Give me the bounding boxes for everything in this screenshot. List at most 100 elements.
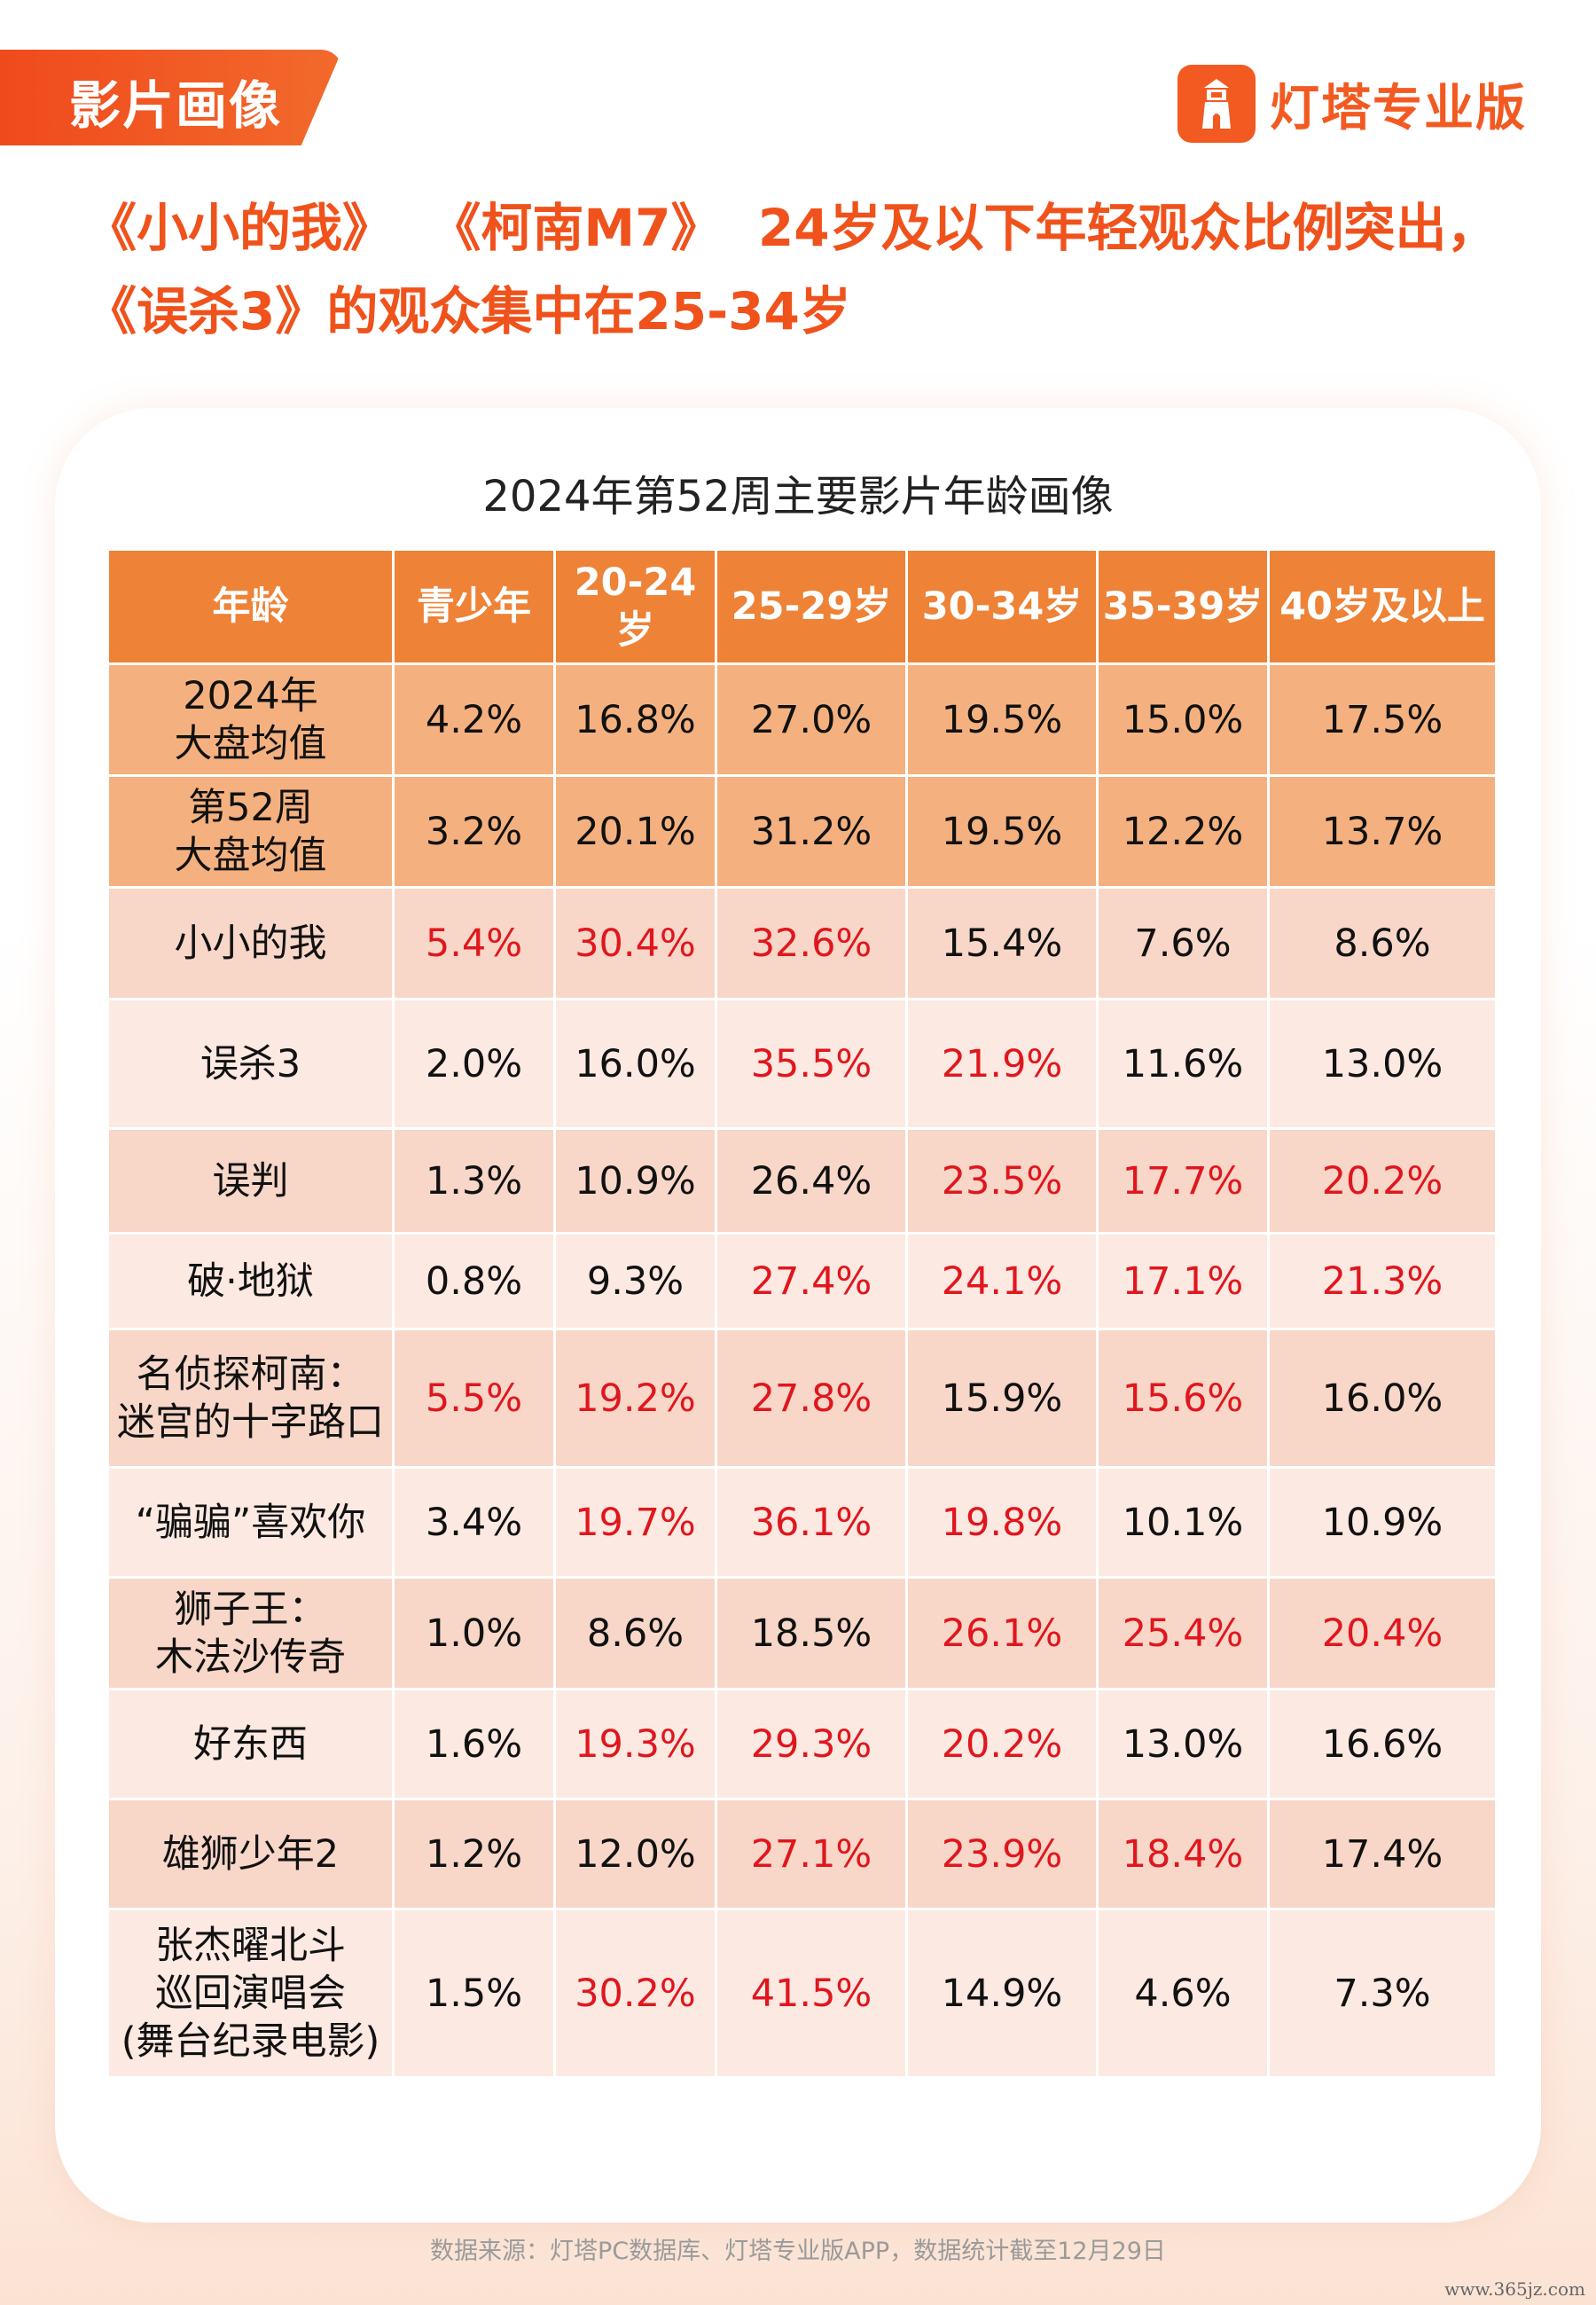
table-cell: 18.5% xyxy=(715,1576,908,1690)
table-cell: 29.3% xyxy=(715,1688,908,1800)
table-cell: 11.6% xyxy=(1096,998,1270,1130)
table-cell: 4.2% xyxy=(392,662,556,777)
table-row: 张杰曜北斗 巡回演唱会 (舞台纪录电影) 1.5% 30.2% 41.5% 14.9% 4… xyxy=(106,1908,1498,2079)
headline-line-1: 《小小的我》 《柯南M7》 24岁及以下年轻观众比例突出， xyxy=(85,198,1498,258)
table-cell: 1.2% xyxy=(392,1798,556,1910)
table-row: 误杀3 2.0% 16.0% 35.5% 21.9% 11.6% 13.0% xyxy=(106,998,1498,1130)
table-cell: 13.7% xyxy=(1267,774,1498,889)
row-label: 小小的我 xyxy=(106,886,395,1000)
table-header-row: 年龄 青少年 20-24岁 25-29岁 30-34岁 35-39岁 40岁及以上 xyxy=(106,548,1498,665)
row-label: 狮子王： 木法沙传奇 xyxy=(106,1576,395,1690)
row-label: 雄狮少年2 xyxy=(106,1798,395,1910)
table-cell: 36.1% xyxy=(715,1466,908,1579)
row-label: 破·地狱 xyxy=(106,1232,395,1330)
column-header: 20-24岁 xyxy=(553,548,717,665)
table-cell: 23.9% xyxy=(905,1798,1099,1910)
brand-name: 灯塔专业版 xyxy=(1270,79,1527,137)
table-row: 名侦探柯南： 迷宫的十字路口 5.5% 19.2% 27.8% 15.9% 15.6% 16… xyxy=(106,1328,1498,1469)
row-label: 张杰曜北斗 巡回演唱会 (舞台纪录电影) xyxy=(106,1908,395,2079)
watermark: www.365jz.com xyxy=(1444,2278,1585,2300)
table-cell: 26.1% xyxy=(905,1576,1099,1690)
section-tag-label: 影片画像 xyxy=(69,75,283,136)
table-cell: 5.4% xyxy=(392,886,556,1000)
row-label: 误杀3 xyxy=(106,998,395,1130)
table-cell: 15.9% xyxy=(905,1328,1099,1469)
table-cell: 1.0% xyxy=(392,1576,556,1690)
table-cell: 19.5% xyxy=(905,662,1099,777)
table-cell: 32.6% xyxy=(715,886,908,1000)
table-cell: 8.6% xyxy=(553,1576,717,1690)
table-cell: 3.4% xyxy=(392,1466,556,1579)
table-cell: 17.5% xyxy=(1267,662,1498,777)
table-cell: 16.8% xyxy=(553,662,717,777)
table-cell: 30.2% xyxy=(553,1908,717,2079)
row-label: 2024年 大盘均值 xyxy=(106,662,395,777)
table-cell: 4.6% xyxy=(1096,1908,1270,2079)
table-cell: 12.2% xyxy=(1096,774,1270,889)
table-cell: 26.4% xyxy=(715,1127,908,1235)
table-cell: 30.4% xyxy=(553,886,717,1000)
table-cell: 19.2% xyxy=(553,1328,717,1469)
table-cell: 14.9% xyxy=(905,1908,1099,2079)
table-row: 2024年 大盘均值 4.2% 16.8% 27.0% 19.5% 15.0% 17.5% xyxy=(106,662,1498,777)
table-row: 好东西 1.6% 19.3% 29.3% 20.2% 13.0% 16.6% xyxy=(106,1688,1498,1800)
table-cell: 17.7% xyxy=(1096,1127,1270,1235)
table-cell: 1.3% xyxy=(392,1127,556,1235)
table-cell: 20.2% xyxy=(905,1688,1099,1800)
table-cell: 1.5% xyxy=(392,1908,556,2079)
table-cell: 7.3% xyxy=(1267,1908,1498,2079)
table-row: 误判 1.3% 10.9% 26.4% 23.5% 17.7% 20.2% xyxy=(106,1127,1498,1235)
table-cell: 24.1% xyxy=(905,1232,1099,1330)
row-label: 好东西 xyxy=(106,1688,395,1800)
brand: 灯塔专业版 xyxy=(1177,64,1527,144)
lighthouse-icon xyxy=(1177,65,1256,143)
table-cell: 17.4% xyxy=(1267,1798,1498,1910)
table-cell: 7.6% xyxy=(1096,886,1270,1000)
table-cell: 10.9% xyxy=(1267,1466,1498,1579)
table-cell: 17.1% xyxy=(1096,1232,1270,1330)
table-cell: 1.6% xyxy=(392,1688,556,1800)
table-cell: 18.4% xyxy=(1096,1798,1270,1910)
table-cell: 27.4% xyxy=(715,1232,908,1330)
column-header: 30-34岁 xyxy=(905,548,1099,665)
table-cell: 19.8% xyxy=(905,1466,1099,1579)
column-header: 年龄 xyxy=(106,548,395,665)
table-cell: 23.5% xyxy=(905,1127,1099,1235)
table-row: 狮子王： 木法沙传奇 1.0% 8.6% 18.5% 26.1% 25.4% 20.4% xyxy=(106,1576,1498,1690)
table-cell: 27.8% xyxy=(715,1328,908,1469)
table-cell: 16.6% xyxy=(1267,1688,1498,1800)
table-cell: 10.9% xyxy=(553,1127,717,1235)
table-cell: 20.2% xyxy=(1267,1127,1498,1235)
table-cell: 20.4% xyxy=(1267,1576,1498,1690)
table-cell: 3.2% xyxy=(392,774,556,889)
table-cell: 35.5% xyxy=(715,998,908,1130)
table-cell: 21.3% xyxy=(1267,1232,1498,1330)
table-cell: 10.1% xyxy=(1096,1466,1270,1579)
table-cell: 8.6% xyxy=(1267,886,1498,1000)
row-label: 误判 xyxy=(106,1127,395,1235)
section-tag: 影片画像 xyxy=(0,50,342,145)
table-cell: 15.6% xyxy=(1096,1328,1270,1469)
data-source-note: 数据来源：灯塔PC数据库、灯塔专业版APP，数据统计截至12月29日 xyxy=(430,2238,1166,2265)
table-cell: 19.3% xyxy=(553,1688,717,1800)
table-cell: 25.4% xyxy=(1096,1576,1270,1690)
column-header: 25-29岁 xyxy=(715,548,908,665)
table-cell: 19.5% xyxy=(905,774,1099,889)
table-title: 2024年第52周主要影片年龄画像 xyxy=(482,472,1114,521)
table-cell: 15.0% xyxy=(1096,662,1270,777)
table-cell: 9.3% xyxy=(553,1232,717,1330)
column-header: 青少年 xyxy=(392,548,556,665)
table-cell: 16.0% xyxy=(553,998,717,1130)
table-cell: 41.5% xyxy=(715,1908,908,2079)
table-row: 雄狮少年2 1.2% 12.0% 27.1% 23.9% 18.4% 17.4% xyxy=(106,1798,1498,1910)
table-cell: 15.4% xyxy=(905,886,1099,1000)
table-row: 破·地狱 0.8% 9.3% 27.4% 24.1% 17.1% 21.3% xyxy=(106,1232,1498,1330)
table-cell: 2.0% xyxy=(392,998,556,1130)
table-cell: 31.2% xyxy=(715,774,908,889)
table-row: “骗骗”喜欢你 3.4% 19.7% 36.1% 19.8% 10.1% 10.9% xyxy=(106,1466,1498,1579)
column-header: 40岁及以上 xyxy=(1267,548,1498,665)
table-cell: 0.8% xyxy=(392,1232,556,1330)
table-row: 小小的我 5.4% 30.4% 32.6% 15.4% 7.6% 8.6% xyxy=(106,886,1498,1000)
table-cell: 27.0% xyxy=(715,662,908,777)
age-profile-table: 年龄 青少年 20-24岁 25-29岁 30-34岁 35-39岁 40岁及以上 2024… xyxy=(106,548,1498,2079)
